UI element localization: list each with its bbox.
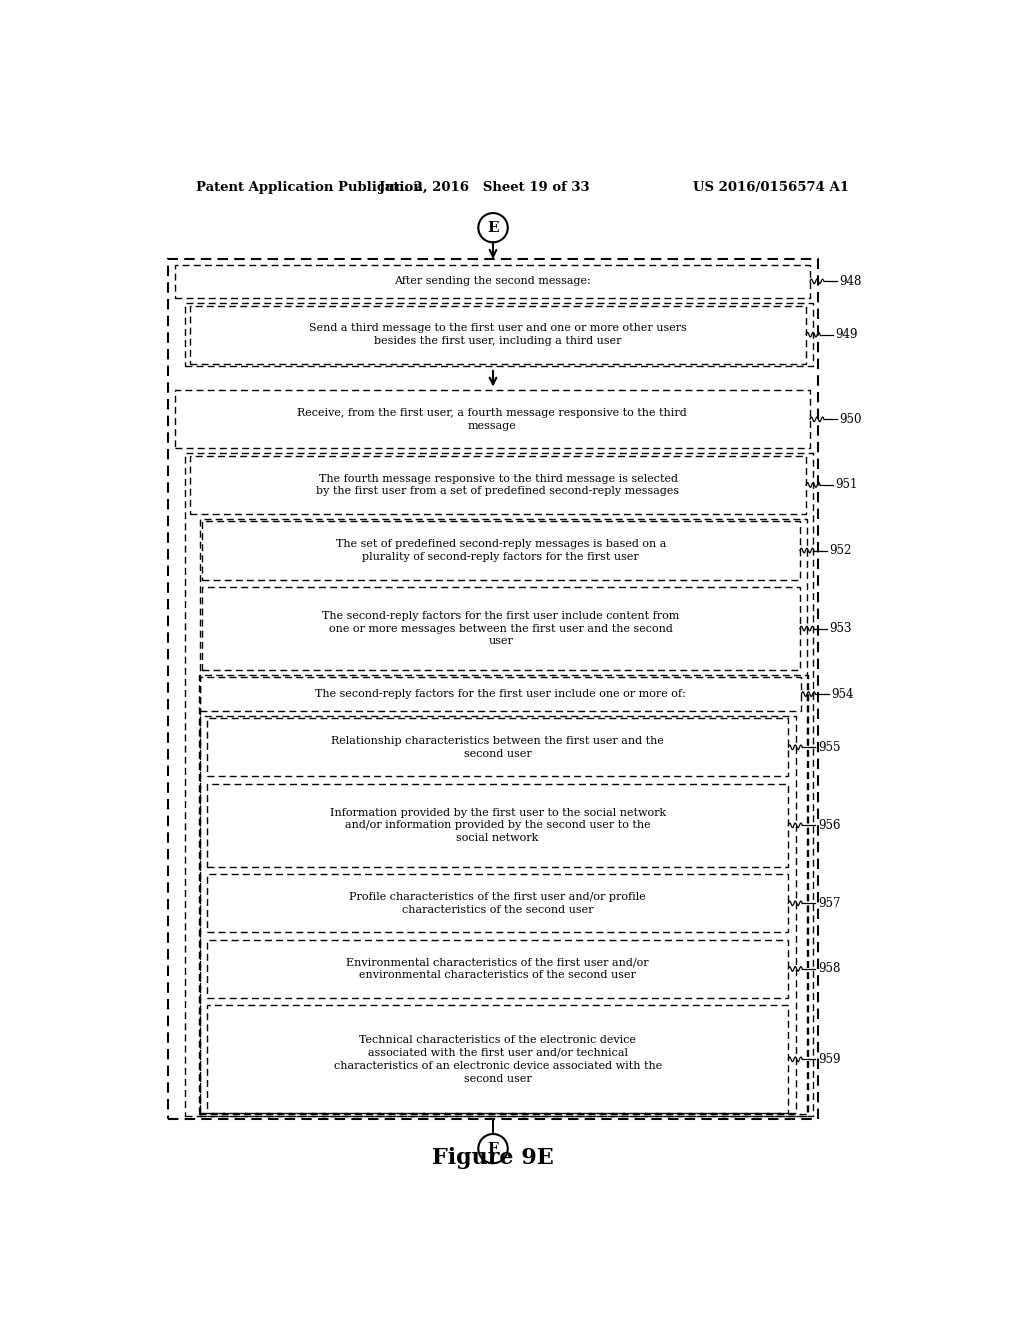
- Text: 951: 951: [836, 478, 858, 491]
- Text: Information provided by the first user to the social network
and/or information : Information provided by the first user t…: [330, 808, 666, 843]
- Text: 954: 954: [830, 688, 853, 701]
- Text: Patent Application Publication: Patent Application Publication: [197, 181, 423, 194]
- Text: 956: 956: [818, 818, 841, 832]
- Text: Relationship characteristics between the first user and the
second user: Relationship characteristics between the…: [331, 737, 665, 759]
- Bar: [207, 1006, 788, 1113]
- Text: E: E: [487, 220, 499, 235]
- Bar: [199, 675, 808, 1114]
- Text: The set of predefined second-reply messages is based on a
plurality of second-re: The set of predefined second-reply messa…: [336, 539, 666, 562]
- Bar: [174, 265, 810, 298]
- Bar: [207, 874, 788, 932]
- Text: Jun. 2, 2016   Sheet 19 of 33: Jun. 2, 2016 Sheet 19 of 33: [379, 181, 590, 194]
- Text: 949: 949: [836, 329, 858, 341]
- Bar: [184, 453, 813, 1117]
- Text: Send a third message to the first user and one or more other users
besides the f: Send a third message to the first user a…: [309, 323, 687, 346]
- Bar: [174, 391, 810, 449]
- Bar: [184, 302, 813, 367]
- Text: Environmental characteristics of the first user and/or
environmental characteris: Environmental characteristics of the fir…: [346, 957, 649, 981]
- Text: The second-reply factors for the first user include content from
one or more mes: The second-reply factors for the first u…: [323, 611, 680, 647]
- Bar: [207, 718, 788, 776]
- Bar: [207, 784, 788, 867]
- Text: 950: 950: [840, 413, 862, 426]
- Text: 959: 959: [818, 1053, 841, 1065]
- Bar: [202, 587, 800, 671]
- Bar: [200, 519, 807, 1115]
- Text: 952: 952: [829, 544, 852, 557]
- Text: The fourth message responsive to the third message is selected
by the first user: The fourth message responsive to the thi…: [316, 474, 680, 496]
- Text: 948: 948: [840, 275, 862, 288]
- Text: F: F: [487, 1142, 499, 1155]
- Bar: [190, 305, 806, 364]
- Text: 955: 955: [818, 741, 841, 754]
- Text: Figure 9E: Figure 9E: [432, 1147, 554, 1170]
- Text: 953: 953: [829, 622, 852, 635]
- Text: 957: 957: [818, 896, 841, 909]
- Bar: [207, 940, 788, 998]
- Text: 958: 958: [818, 962, 840, 975]
- Text: Technical characteristics of the electronic device
associated with the first use: Technical characteristics of the electro…: [334, 1035, 662, 1084]
- Text: The second-reply factors for the first user include one or more of:: The second-reply factors for the first u…: [315, 689, 686, 700]
- Bar: [200, 677, 802, 711]
- Text: After sending the second message:: After sending the second message:: [394, 276, 591, 286]
- Bar: [202, 521, 800, 579]
- Bar: [200, 715, 796, 1113]
- Bar: [168, 259, 818, 1119]
- Bar: [190, 455, 806, 513]
- Text: Receive, from the first user, a fourth message responsive to the third
message: Receive, from the first user, a fourth m…: [297, 408, 687, 430]
- Text: Profile characteristics of the first user and/or profile
characteristics of the : Profile characteristics of the first use…: [349, 892, 646, 915]
- Text: US 2016/0156574 A1: US 2016/0156574 A1: [693, 181, 849, 194]
